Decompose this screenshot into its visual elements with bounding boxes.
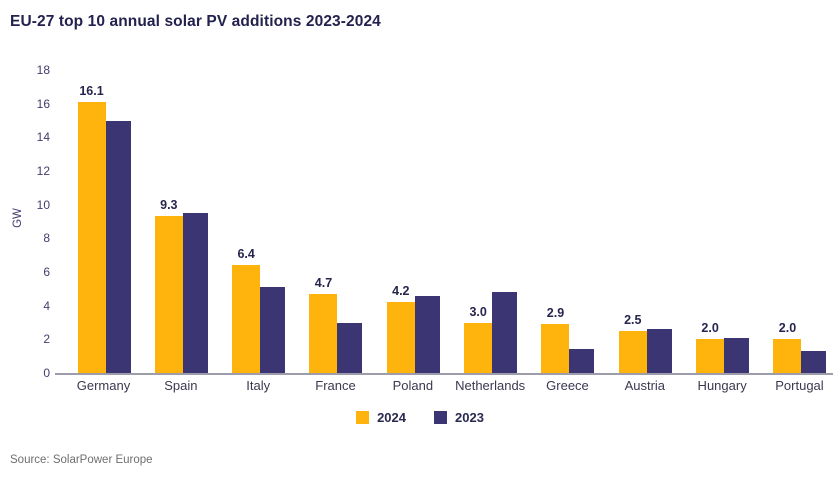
bar-2023-spain	[182, 213, 208, 373]
bar-2023-portugal	[801, 351, 827, 373]
x-axis-label-poland: Poland	[392, 378, 434, 393]
legend-label-2023: 2023	[455, 410, 484, 425]
legend: 2024 2023	[0, 410, 840, 425]
bar-2024-italy	[232, 265, 261, 373]
y-tick-label-0: 0	[43, 366, 50, 380]
bar-value-label-austria: 2.5	[624, 312, 642, 327]
x-axis-label-greece: Greece	[546, 378, 589, 393]
y-tick-label-14: 14	[36, 130, 50, 145]
bar-2023-italy	[260, 287, 286, 373]
legend-label-2024: 2024	[377, 410, 406, 425]
x-axis-label-portugal: Portugal	[775, 378, 824, 393]
y-tick-label-4: 4	[43, 298, 50, 313]
bar-2024-portugal	[773, 339, 802, 373]
bar-2024-spain	[154, 216, 183, 373]
bar-value-label-portugal: 2.0	[778, 321, 797, 336]
y-tick-label-2: 2	[43, 332, 50, 347]
x-axis-label-austria: Austria	[624, 378, 666, 393]
bar-2023-austria	[646, 329, 672, 373]
chart-title: EU-27 top 10 annual solar PV additions 2…	[10, 13, 381, 30]
legend-item-2023: 2023	[434, 410, 484, 425]
x-axis-label-hungary: Hungary	[697, 378, 747, 393]
bar-2023-hungary	[724, 337, 750, 373]
y-tick-label-12: 12	[36, 164, 50, 178]
bar-2023-france	[337, 322, 363, 373]
bar-2024-germany	[77, 101, 106, 373]
x-axis-label-spain: Spain	[164, 378, 198, 393]
y-tick-label-6: 6	[43, 265, 50, 279]
bar-value-label-france: 4.7	[314, 275, 333, 290]
plot-area: 16.1 Germany 9.3 Spain 6.4 Italy 4.7 France 4.2 P…	[55, 70, 833, 393]
y-tick-label-16: 16	[36, 96, 50, 111]
bar-value-label-hungary: 2.0	[701, 321, 719, 336]
y-tick-label-18: 18	[36, 63, 50, 77]
x-axis-label-italy: Italy	[246, 378, 271, 393]
bar-2024-austria	[618, 330, 647, 373]
bar-value-label-poland: 4.2	[392, 284, 410, 299]
x-axis-label-germany: Germany	[76, 378, 131, 393]
y-axis: 0 2 4 6 8 10 12 14 16 18	[0, 0, 50, 400]
bar-value-label-spain: 9.3	[160, 198, 178, 213]
bar-value-label-greece: 2.9	[546, 306, 565, 321]
bar-value-label-italy: 6.4	[237, 247, 255, 262]
bar-2024-poland	[386, 302, 415, 373]
bar-2024-hungary	[696, 339, 725, 373]
bar-2023-netherlands	[492, 292, 518, 373]
bar-2024-france	[309, 293, 338, 373]
bar-2023-germany	[105, 120, 131, 373]
y-tick-label-8: 8	[43, 231, 50, 246]
bar-value-label-germany: 16.1	[79, 83, 104, 98]
bar-2024-netherlands	[464, 322, 493, 373]
bar-2023-greece	[569, 349, 595, 373]
y-tick-label-10: 10	[36, 197, 50, 212]
bar-2023-poland	[414, 295, 440, 373]
source-note: Source: SolarPower Europe	[10, 454, 153, 466]
legend-item-2024: 2024	[356, 410, 406, 425]
x-axis-label-france: France	[315, 378, 356, 393]
x-axis-label-netherlands: Netherlands	[455, 378, 526, 393]
legend-swatch-2023	[434, 411, 447, 424]
bar-2024-greece	[541, 324, 570, 373]
legend-swatch-2024	[356, 411, 370, 424]
bar-value-label-netherlands: 3.0	[469, 304, 487, 319]
